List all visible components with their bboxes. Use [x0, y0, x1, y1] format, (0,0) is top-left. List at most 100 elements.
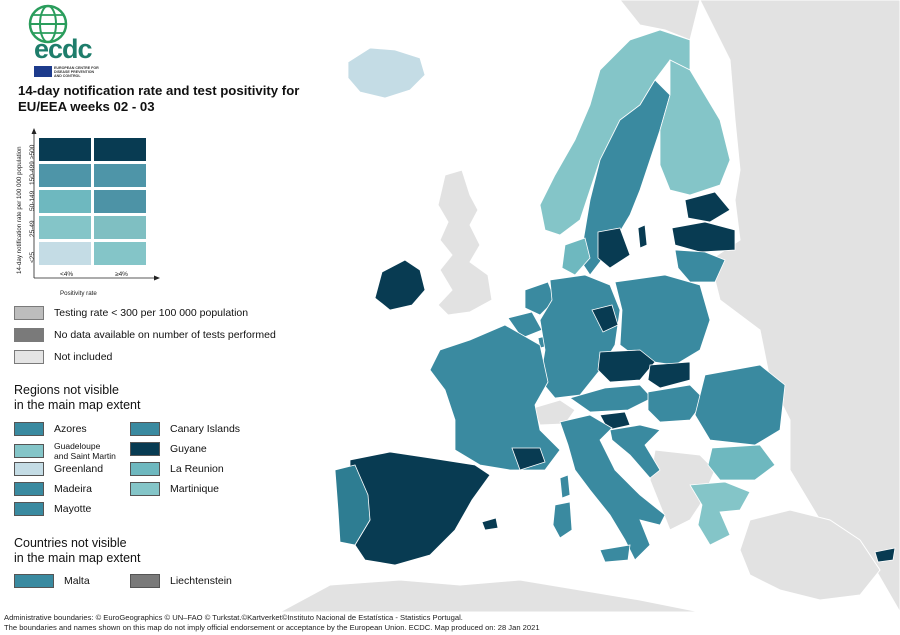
region-label: Mayotte — [54, 503, 92, 515]
legend-swatch — [14, 306, 44, 320]
region-madeira: Madeira — [14, 482, 92, 496]
lithuania-region — [674, 249, 726, 283]
germany-dark-region — [591, 304, 619, 333]
region-swatch — [14, 422, 44, 436]
region-label: La Reunion — [170, 463, 224, 475]
country-swatch — [14, 574, 54, 588]
iceland-region — [347, 47, 426, 99]
region-azores: Azores — [14, 422, 87, 436]
matrix-cell — [93, 189, 147, 214]
latvia-region — [671, 221, 736, 253]
region-label: Greenland — [54, 463, 104, 475]
matrix-x-label: ≥4% — [115, 271, 128, 278]
regions-title-line2: in the main map extent — [14, 398, 141, 412]
matrix-x-axis-title: Positivity rate — [60, 290, 97, 297]
finland-region — [659, 59, 731, 196]
matrix-y-label: ≥500 — [29, 144, 36, 159]
slovakia-region — [647, 361, 691, 389]
region-mayotte: Mayotte — [14, 502, 91, 516]
countries-title-line1: Countries not visible — [14, 536, 127, 550]
region-swatch — [14, 444, 44, 458]
region-greenland: Greenland — [14, 462, 103, 476]
matrix-y-label: 150-499 — [29, 161, 36, 185]
footer-line2: The boundaries and names shown on this m… — [4, 623, 540, 632]
portugal-region — [334, 464, 371, 546]
logo-text: ecdc — [34, 34, 93, 64]
region-label-line1: Guadeloupe — [54, 441, 101, 451]
sicily-region — [599, 544, 631, 563]
region-label: Martinique — [170, 483, 220, 495]
greece-region — [689, 481, 751, 546]
legend-no-data: No data available on number of tests per… — [14, 328, 276, 342]
matrix-cell — [93, 241, 147, 266]
country-swatch — [130, 574, 160, 588]
logo-subtitle: EUROPEAN CENTRE FOR DISEASE PREVENTION A… — [54, 66, 99, 78]
matrix-cell — [93, 215, 147, 240]
legend-not-included: Not included — [14, 350, 112, 364]
europe-map — [279, 0, 900, 612]
region-swatch — [14, 462, 44, 476]
corsica-region — [559, 474, 571, 499]
region-swatch — [130, 462, 160, 476]
country-malta: Malta — [14, 574, 90, 588]
region-swatch — [130, 422, 160, 436]
country-liechtenstein: Liechtenstein — [130, 574, 232, 588]
region-canary: Canary Islands — [130, 422, 240, 436]
countries-title: Countries not visible in the main map ex… — [14, 536, 140, 566]
map-title: 14-day notification rate and test positi… — [18, 83, 300, 114]
romania-region — [694, 364, 786, 446]
countries-title-line2: in the main map extent — [14, 551, 141, 565]
region-guadeloupe: Guadeloupe and Saint Martin — [14, 441, 116, 461]
country-label: Liechtenstein — [170, 575, 232, 587]
matrix-y-label: 25-49 — [29, 220, 36, 237]
croatia-region — [609, 424, 661, 479]
region-label: Madeira — [54, 483, 92, 495]
bulgaria-region — [707, 444, 776, 481]
region-la-reunion: La Reunion — [130, 462, 224, 476]
matrix-cell — [93, 137, 147, 162]
legend-label: Not included — [54, 351, 113, 363]
spain-region — [349, 451, 491, 566]
region-swatch — [130, 482, 160, 496]
region-label: Azores — [54, 423, 87, 435]
sweden-south-region — [597, 227, 631, 269]
poland-region — [614, 274, 711, 366]
ireland-region — [374, 259, 426, 311]
denmark-region — [561, 237, 591, 276]
sardinia-region — [552, 501, 573, 539]
estonia-region — [684, 191, 731, 223]
gotland-region — [637, 224, 648, 249]
region-swatch — [130, 442, 160, 456]
france-dark-region — [511, 447, 546, 471]
globe-icon — [28, 4, 68, 44]
matrix-cell — [93, 163, 147, 188]
legend-label: Testing rate < 300 per 100 000 populatio… — [54, 307, 249, 319]
matrix-y-axis-title: 14-day notification rate per 100 000 pop… — [16, 146, 23, 274]
legend-swatch — [14, 328, 44, 342]
legend-swatch — [14, 350, 44, 364]
region-label-line2: and Saint Martin — [54, 451, 116, 461]
ecdc-logo: ecdc EUROPEAN CENTRE FOR DISEASE PREVENT… — [14, 4, 104, 78]
matrix-cell — [38, 215, 92, 240]
hungary-region — [647, 384, 706, 423]
footer-line1: Administrative boundaries: © EuroGeograp… — [4, 613, 463, 622]
region-label: Canary Islands — [170, 423, 241, 435]
matrix-cell — [38, 163, 92, 188]
region-swatch — [14, 502, 44, 516]
region-guyane: Guyane — [130, 442, 207, 456]
region-martinique: Martinique — [130, 482, 219, 496]
attribution-footer: Administrative boundaries: © EuroGeograp… — [4, 613, 540, 633]
regions-title: Regions not visible in the main map exte… — [14, 383, 140, 413]
cyprus-region — [874, 547, 896, 563]
matrix-cell — [38, 137, 92, 162]
balearic-region — [481, 517, 499, 531]
italy-region — [559, 414, 666, 561]
regions-title-line1: Regions not visible — [14, 383, 119, 397]
legend-label: No data available on number of tests per… — [54, 329, 276, 341]
country-label: Malta — [64, 575, 90, 587]
matrix-cell — [38, 189, 92, 214]
eu-countries — [334, 29, 896, 566]
france-region — [429, 324, 561, 471]
region-label: Guyane — [170, 443, 207, 455]
non-eu-land — [279, 0, 900, 612]
